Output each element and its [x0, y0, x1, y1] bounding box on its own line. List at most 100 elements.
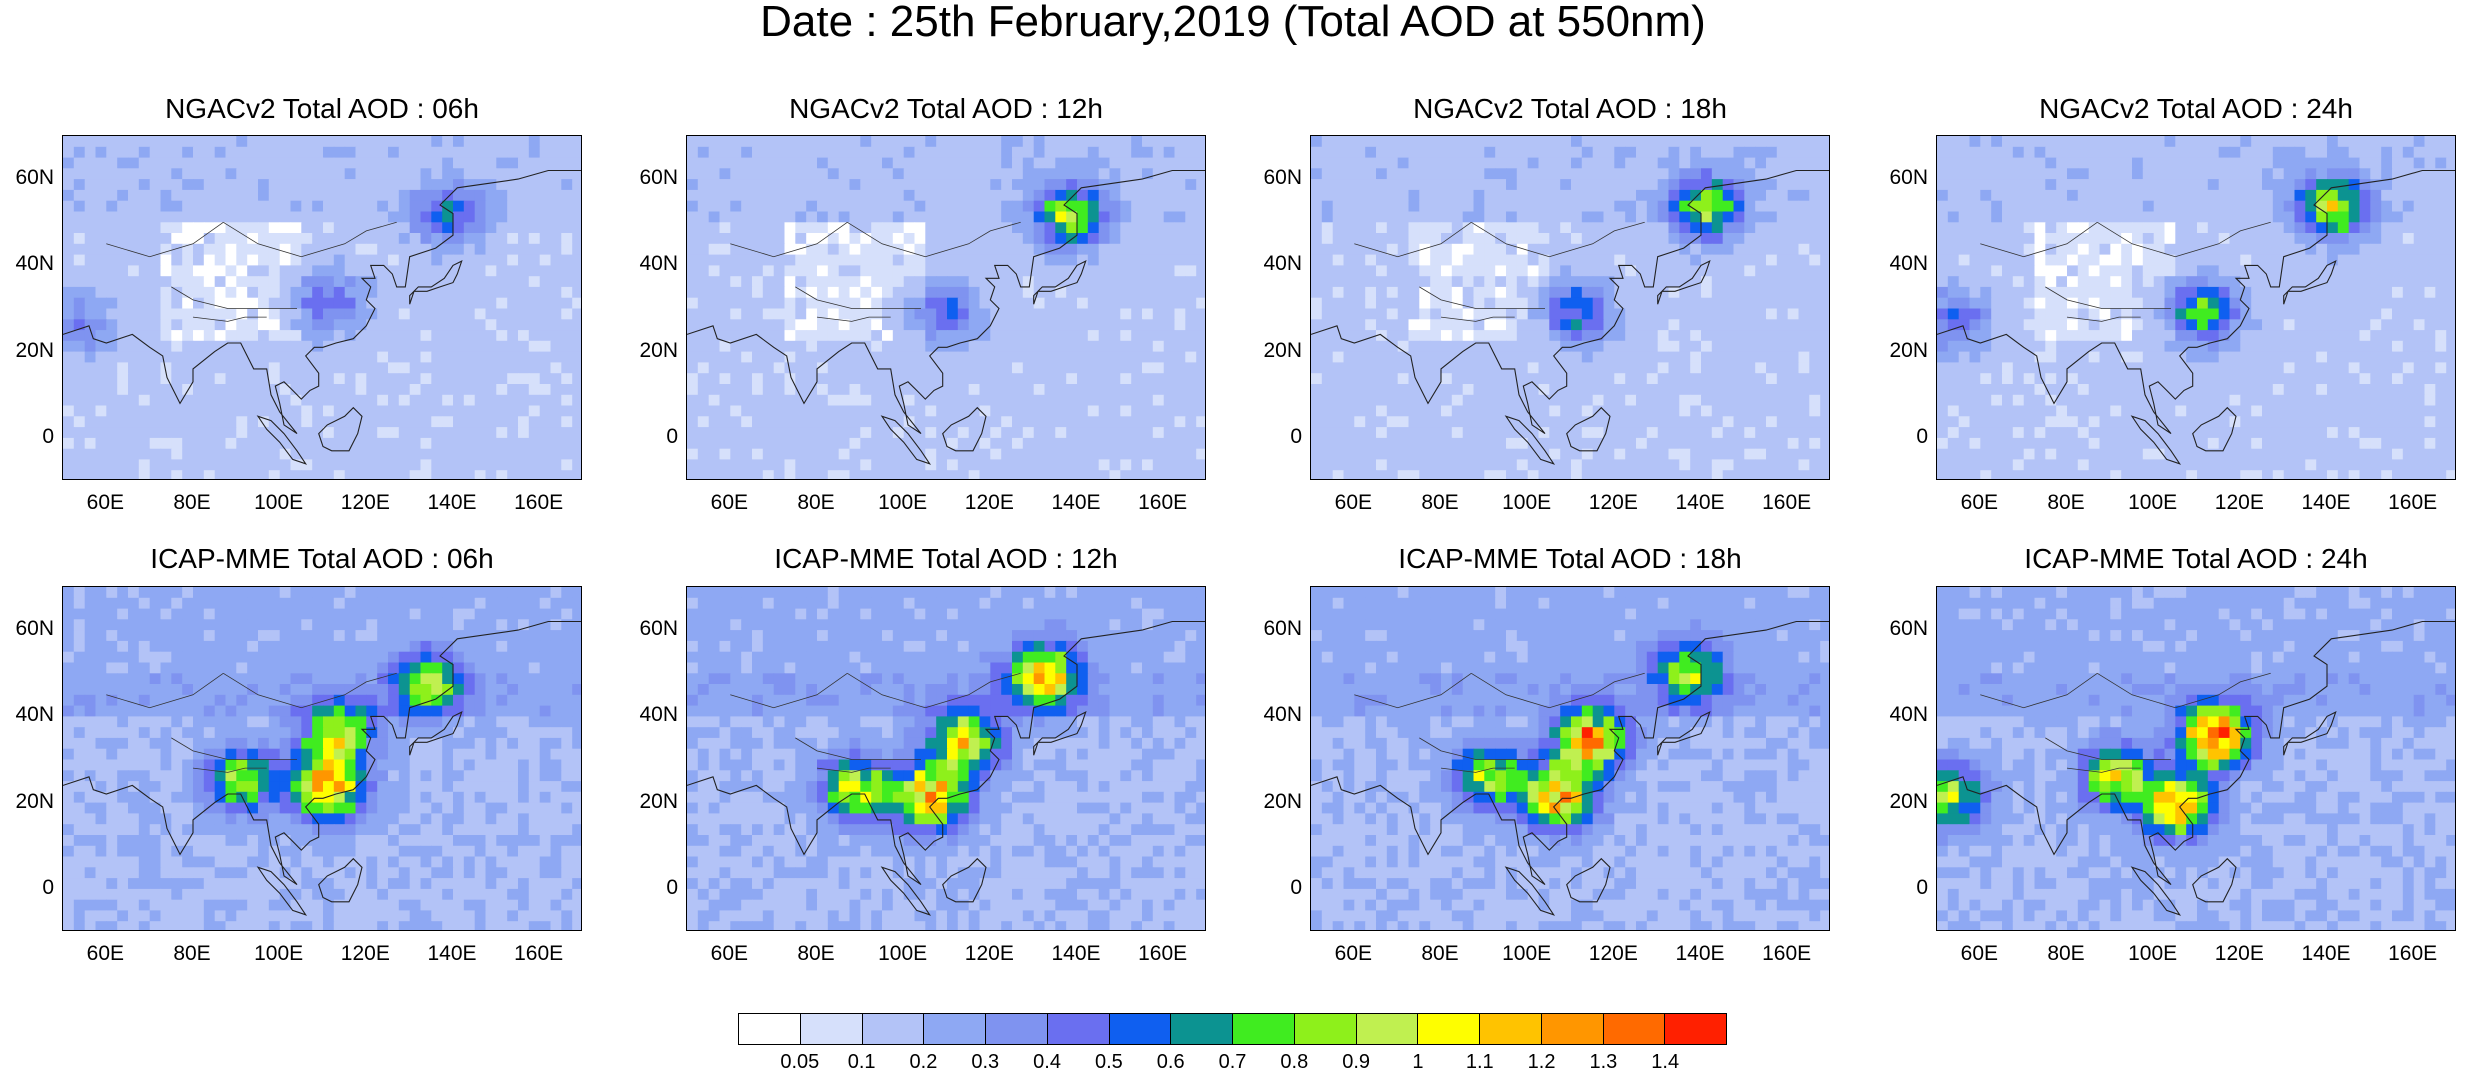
aod-cell	[1354, 427, 1365, 438]
aod-cell	[1658, 222, 1669, 233]
aod-cell	[1110, 319, 1121, 330]
aod-cell	[1799, 341, 1810, 352]
aod-cell	[915, 147, 926, 158]
aod-cell	[1723, 330, 1734, 341]
aod-cell	[795, 201, 806, 212]
aod-cell	[882, 309, 893, 320]
aod-cell	[2284, 168, 2295, 179]
aod-cell	[561, 362, 572, 373]
aod-cell	[1066, 287, 1077, 298]
aod-cell	[925, 233, 936, 244]
aod-cell	[193, 427, 204, 438]
aod-cell	[1970, 147, 1981, 158]
aod-cell	[150, 168, 161, 179]
aod-cell	[1636, 212, 1647, 223]
aod-cell	[453, 233, 464, 244]
aod-cell	[1365, 222, 1376, 233]
aod-cell	[551, 427, 562, 438]
aod-cell	[161, 427, 172, 438]
aod-cell	[1344, 276, 1355, 287]
aod-cell	[1948, 158, 1959, 169]
aod-cell	[1734, 459, 1745, 470]
aod-cell	[291, 136, 302, 147]
aod-cell	[269, 201, 280, 212]
aod-cell	[1354, 255, 1365, 266]
aod-cell	[1387, 298, 1398, 309]
aod-cell	[1948, 168, 1959, 179]
aod-cell	[1322, 330, 1333, 341]
aod-cell	[1647, 190, 1658, 201]
aod-cell	[687, 298, 698, 309]
aod-cell	[1419, 438, 1430, 449]
aod-cell	[990, 384, 1001, 395]
aod-cell	[1196, 179, 1206, 190]
aod-cell	[2002, 158, 2013, 169]
aod-cell	[1463, 233, 1474, 244]
aod-cell	[1690, 319, 1701, 330]
aod-cell	[1734, 330, 1745, 341]
aod-cell	[356, 298, 367, 309]
aod-cell	[540, 341, 551, 352]
lon-tick-label: 80E	[1400, 492, 1480, 514]
aod-cell	[486, 287, 497, 298]
aod-cell	[551, 373, 562, 384]
aod-cell	[464, 438, 475, 449]
aod-cell	[150, 287, 161, 298]
aod-cell	[741, 459, 752, 470]
aod-cell	[1474, 298, 1485, 309]
aod-cell	[1517, 179, 1528, 190]
aod-cell	[572, 384, 582, 395]
aod-cell	[1474, 470, 1485, 480]
aod-cell	[226, 265, 237, 276]
aod-cell	[161, 384, 172, 395]
aod-cell	[1495, 395, 1506, 406]
aod-cell	[1701, 362, 1712, 373]
aod-cell	[258, 427, 269, 438]
aod-cell	[106, 276, 117, 287]
aod-cell	[1311, 373, 1322, 384]
aod-cell	[1560, 470, 1571, 480]
aod-cell	[990, 179, 1001, 190]
aod-cell	[1820, 222, 1830, 233]
aod-cell	[839, 352, 850, 363]
aod-cell	[377, 384, 388, 395]
aod-cell	[1452, 255, 1463, 266]
aod-cell	[366, 341, 377, 352]
aod-cell	[1333, 136, 1344, 147]
aod-cell	[1034, 222, 1045, 233]
aod-cell	[561, 438, 572, 449]
aod-cell	[1153, 158, 1164, 169]
aod-cell	[1088, 309, 1099, 320]
aod-cell	[1636, 416, 1647, 427]
aod-cell	[925, 179, 936, 190]
aod-cell	[139, 212, 150, 223]
aod-cell	[518, 233, 529, 244]
aod-cell	[1441, 298, 1452, 309]
aod-cell	[1153, 201, 1164, 212]
aod-cell	[763, 406, 774, 417]
aod-cell	[551, 276, 562, 287]
aod-cell	[1099, 319, 1110, 330]
aod-cell	[171, 362, 182, 373]
aod-cell	[1539, 373, 1550, 384]
aod-cell	[1001, 438, 1012, 449]
aod-cell	[1175, 309, 1186, 320]
aod-cell	[806, 212, 817, 223]
aod-cell	[893, 309, 904, 320]
aod-cell	[1354, 362, 1365, 373]
aod-cell	[139, 265, 150, 276]
aod-cell	[421, 406, 432, 417]
aod-cell	[817, 147, 828, 158]
aod-cell	[540, 201, 551, 212]
aod-cell	[1034, 212, 1045, 223]
aod-cell	[687, 255, 698, 266]
aod-cell	[171, 168, 182, 179]
aod-cell	[1441, 158, 1452, 169]
aod-cell	[1484, 265, 1495, 276]
aod-cell	[687, 427, 698, 438]
aod-cell	[1131, 449, 1142, 460]
aod-cell	[817, 416, 828, 427]
aod-cell	[1484, 147, 1495, 158]
aod-cell	[529, 233, 540, 244]
aod-cell	[850, 352, 861, 363]
